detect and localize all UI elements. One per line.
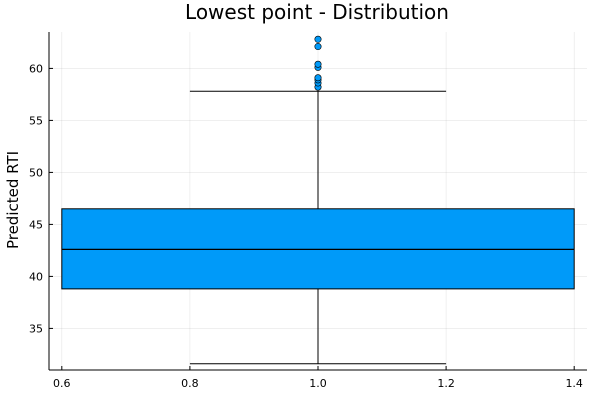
x-tick-label: 0.6 [53, 377, 71, 390]
chart-title: Lowest point - Distribution [185, 0, 449, 24]
y-tick-label: 50 [29, 166, 43, 179]
x-tick-label: 1.4 [565, 377, 583, 390]
outlier-point [314, 60, 322, 68]
outlier-point [314, 74, 322, 82]
x-tick-label: 1.2 [437, 377, 455, 390]
y-axis-label: Predicted RTI [4, 151, 22, 249]
y-tick-label: 55 [29, 114, 43, 127]
plot-area [61, 35, 575, 365]
axes: 0.6 0.8 1.0 1.2 1.4 35 40 45 50 55 60 [29, 32, 587, 390]
y-tick-label: 40 [29, 270, 43, 283]
outlier-point [314, 35, 322, 43]
outlier-point [314, 43, 322, 51]
y-tick-label: 35 [29, 322, 43, 335]
y-tick-label: 60 [29, 62, 43, 75]
x-tick-label: 1.0 [309, 377, 327, 390]
y-tick-label: 45 [29, 218, 43, 231]
x-tick-label: 0.8 [181, 377, 199, 390]
